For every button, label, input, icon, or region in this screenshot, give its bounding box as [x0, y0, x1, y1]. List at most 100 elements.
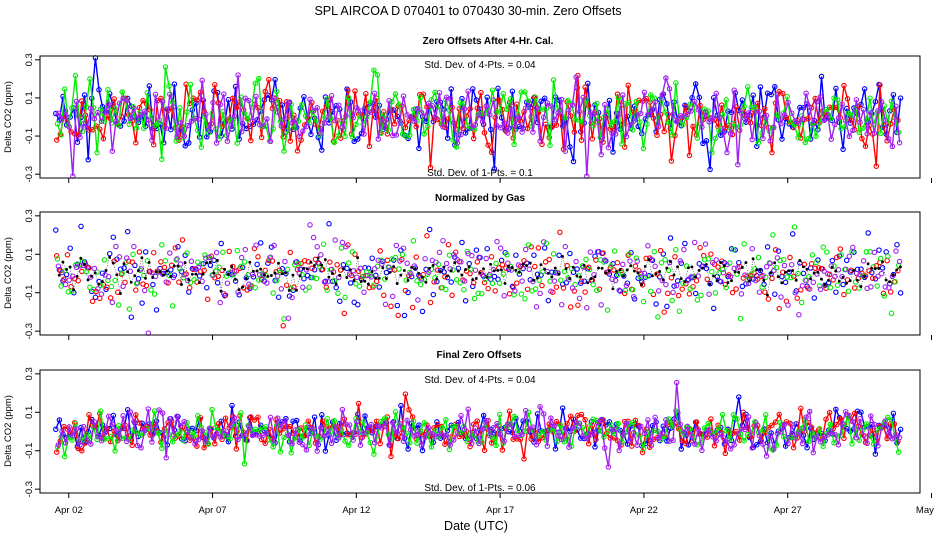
data-point-gas-2 [787, 254, 793, 261]
data-point-4-pt-mean [194, 272, 198, 276]
data-point-gas-4 [429, 430, 436, 437]
data-point-gas-4 [393, 429, 400, 435]
data-point-4-pt-mean [82, 262, 86, 266]
data-point-gas-2 [427, 164, 434, 171]
data-point-gas-1 [394, 302, 401, 309]
panel-2-axes: 0.30.1-0.1-0.3 [24, 209, 933, 340]
data-point-4-pt-mean [262, 273, 266, 277]
data-point-gas-4 [224, 280, 231, 286]
data-point-gas-3 [417, 428, 424, 434]
data-point-gas-4 [882, 284, 888, 290]
data-point-gas-4 [55, 110, 62, 116]
data-point-gas-4 [141, 108, 148, 115]
data-point-4-pt-mean [597, 266, 600, 270]
data-point-gas-4 [246, 281, 252, 288]
data-point-gas-4 [673, 379, 680, 386]
data-point-gas-3 [399, 251, 406, 258]
data-point-gas-2 [514, 280, 520, 286]
data-point-gas-4 [566, 444, 572, 450]
data-point-gas-1 [340, 262, 347, 268]
data-point-gas-4 [767, 433, 773, 440]
data-point-gas-4 [749, 136, 755, 143]
data-point-gas-1 [142, 249, 149, 255]
data-point-gas-1 [448, 86, 454, 92]
data-point-4-pt-mean [129, 280, 133, 284]
data-point-gas-1 [257, 240, 264, 246]
data-point-gas-4 [282, 115, 288, 122]
data-point-gas-2 [798, 405, 804, 412]
data-point-gas-2 [765, 296, 772, 302]
data-point-gas-4 [505, 130, 511, 136]
data-point-gas-3 [536, 277, 542, 284]
data-point-gas-1 [408, 273, 415, 280]
data-point-4-pt-mean [212, 271, 216, 275]
data-point-gas-1 [772, 83, 778, 90]
data-point-gas-2 [100, 135, 107, 142]
data-point-4-pt-mean [582, 263, 586, 267]
data-point-gas-3 [784, 93, 791, 100]
data-point-gas-2 [690, 123, 696, 130]
data-point-4-pt-mean [891, 273, 895, 277]
data-point-gas-2 [564, 262, 570, 269]
data-point-gas-3 [212, 424, 219, 431]
data-point-gas-3 [806, 135, 812, 142]
data-point-gas-4 [634, 258, 640, 264]
data-point-gas-4 [443, 260, 450, 267]
data-point-gas-3 [798, 299, 805, 306]
data-point-gas-1 [879, 265, 886, 271]
data-point-gas-1 [843, 257, 850, 264]
panel-3-title: Final Zero Offsets [436, 350, 521, 361]
data-point-gas-3 [493, 109, 499, 115]
data-point-gas-4 [709, 434, 716, 440]
data-point-gas-2 [255, 254, 261, 260]
data-point-gas-3 [594, 100, 600, 107]
data-point-4-pt-mean [499, 268, 503, 272]
data-point-gas-4 [544, 443, 551, 449]
data-point-gas-3 [550, 251, 557, 257]
data-point-gas-4 [152, 425, 159, 432]
data-point-4-pt-mean [334, 282, 338, 286]
data-point-gas-1 [146, 83, 153, 89]
data-point-gas-4 [648, 442, 655, 448]
data-point-gas-1 [498, 257, 505, 264]
data-point-gas-2 [481, 130, 488, 136]
data-point-gas-2 [136, 420, 143, 426]
data-point-4-pt-mean [374, 276, 378, 280]
data-point-gas-4 [461, 278, 468, 284]
data-point-4-pt-mean [863, 275, 866, 278]
data-point-gas-1 [872, 451, 879, 457]
data-point-gas-4 [602, 445, 608, 451]
data-point-gas-1 [85, 157, 91, 163]
data-point-gas-1 [707, 166, 713, 173]
data-point-gas-2 [129, 442, 135, 449]
data-point-gas-1 [671, 283, 677, 289]
data-point-gas-1 [92, 294, 99, 301]
data-point-4-pt-mean [136, 269, 140, 273]
data-point-4-pt-mean [503, 281, 507, 285]
data-point-gas-4 [253, 242, 259, 248]
data-point-gas-4 [375, 136, 382, 142]
data-point-gas-4 [109, 148, 116, 154]
data-point-gas-1 [592, 444, 598, 450]
data-point-gas-4 [569, 285, 576, 291]
data-point-gas-3 [327, 115, 334, 121]
data-point-4-pt-mean [108, 255, 112, 259]
data-point-gas-3 [583, 256, 589, 263]
data-point-gas-4 [289, 441, 295, 447]
data-point-gas-4 [778, 429, 784, 435]
data-point-gas-3 [345, 442, 352, 449]
data-point-gas-2 [298, 260, 304, 267]
data-point-gas-3 [155, 430, 161, 436]
data-point-gas-2 [790, 444, 797, 451]
data-point-gas-4 [98, 118, 105, 124]
data-point-gas-4 [756, 108, 763, 115]
data-point-gas-3 [496, 109, 503, 115]
data-point-gas-1 [473, 247, 480, 253]
data-point-gas-4 [630, 118, 637, 124]
data-point-gas-4 [274, 273, 281, 279]
data-point-gas-2 [434, 267, 441, 273]
data-point-gas-3 [795, 134, 801, 141]
ytick-label: -0.1 [24, 285, 35, 301]
data-point-gas-3 [461, 286, 467, 293]
